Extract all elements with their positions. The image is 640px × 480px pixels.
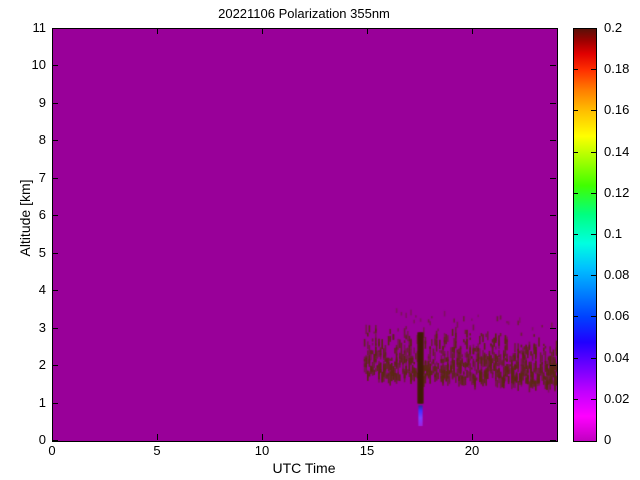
chart-title: 20221106 Polarization 355nm bbox=[218, 6, 390, 21]
y-tick-label: 11 bbox=[32, 20, 47, 35]
colorbar-tick-label: 0.2 bbox=[604, 20, 623, 35]
y-axis-label: Altitude [km] bbox=[17, 179, 33, 257]
plot-area bbox=[52, 28, 558, 442]
x-tick-label: 0 bbox=[48, 443, 56, 458]
colorbar-tick-label: 0 bbox=[604, 432, 612, 447]
colorbar-tick-label: 0.08 bbox=[604, 267, 630, 283]
y-tick-label: 9 bbox=[38, 94, 46, 110]
colorbar-tick-label: 0.02 bbox=[604, 390, 630, 406]
x-tick-label: 20 bbox=[464, 443, 480, 458]
colorbar-tick-label: 0.1 bbox=[604, 226, 623, 241]
colorbar-tick-label: 0.12 bbox=[604, 184, 630, 200]
y-tick-label: 3 bbox=[38, 319, 46, 335]
colorbar-tick-label: 0.18 bbox=[604, 61, 630, 77]
x-tick-label: 15 bbox=[359, 443, 375, 458]
x-tick-label: 10 bbox=[254, 443, 270, 458]
colorbar-tick-label: 0.14 bbox=[604, 143, 630, 159]
colorbar-tick-label: 0.06 bbox=[604, 308, 630, 324]
colorbar-tick-label: 0.04 bbox=[604, 349, 630, 365]
colorbar-tick-label: 0.16 bbox=[604, 102, 630, 118]
heatmap-canvas bbox=[53, 29, 557, 441]
x-tick-label: 5 bbox=[153, 443, 161, 458]
colorbar bbox=[573, 28, 597, 442]
y-tick-label: 10 bbox=[31, 57, 46, 73]
x-axis-label: UTC Time bbox=[272, 460, 336, 476]
y-tick-label: 2 bbox=[38, 357, 46, 373]
y-tick-label: 0 bbox=[38, 432, 46, 447]
y-tick-label: 1 bbox=[38, 394, 46, 410]
